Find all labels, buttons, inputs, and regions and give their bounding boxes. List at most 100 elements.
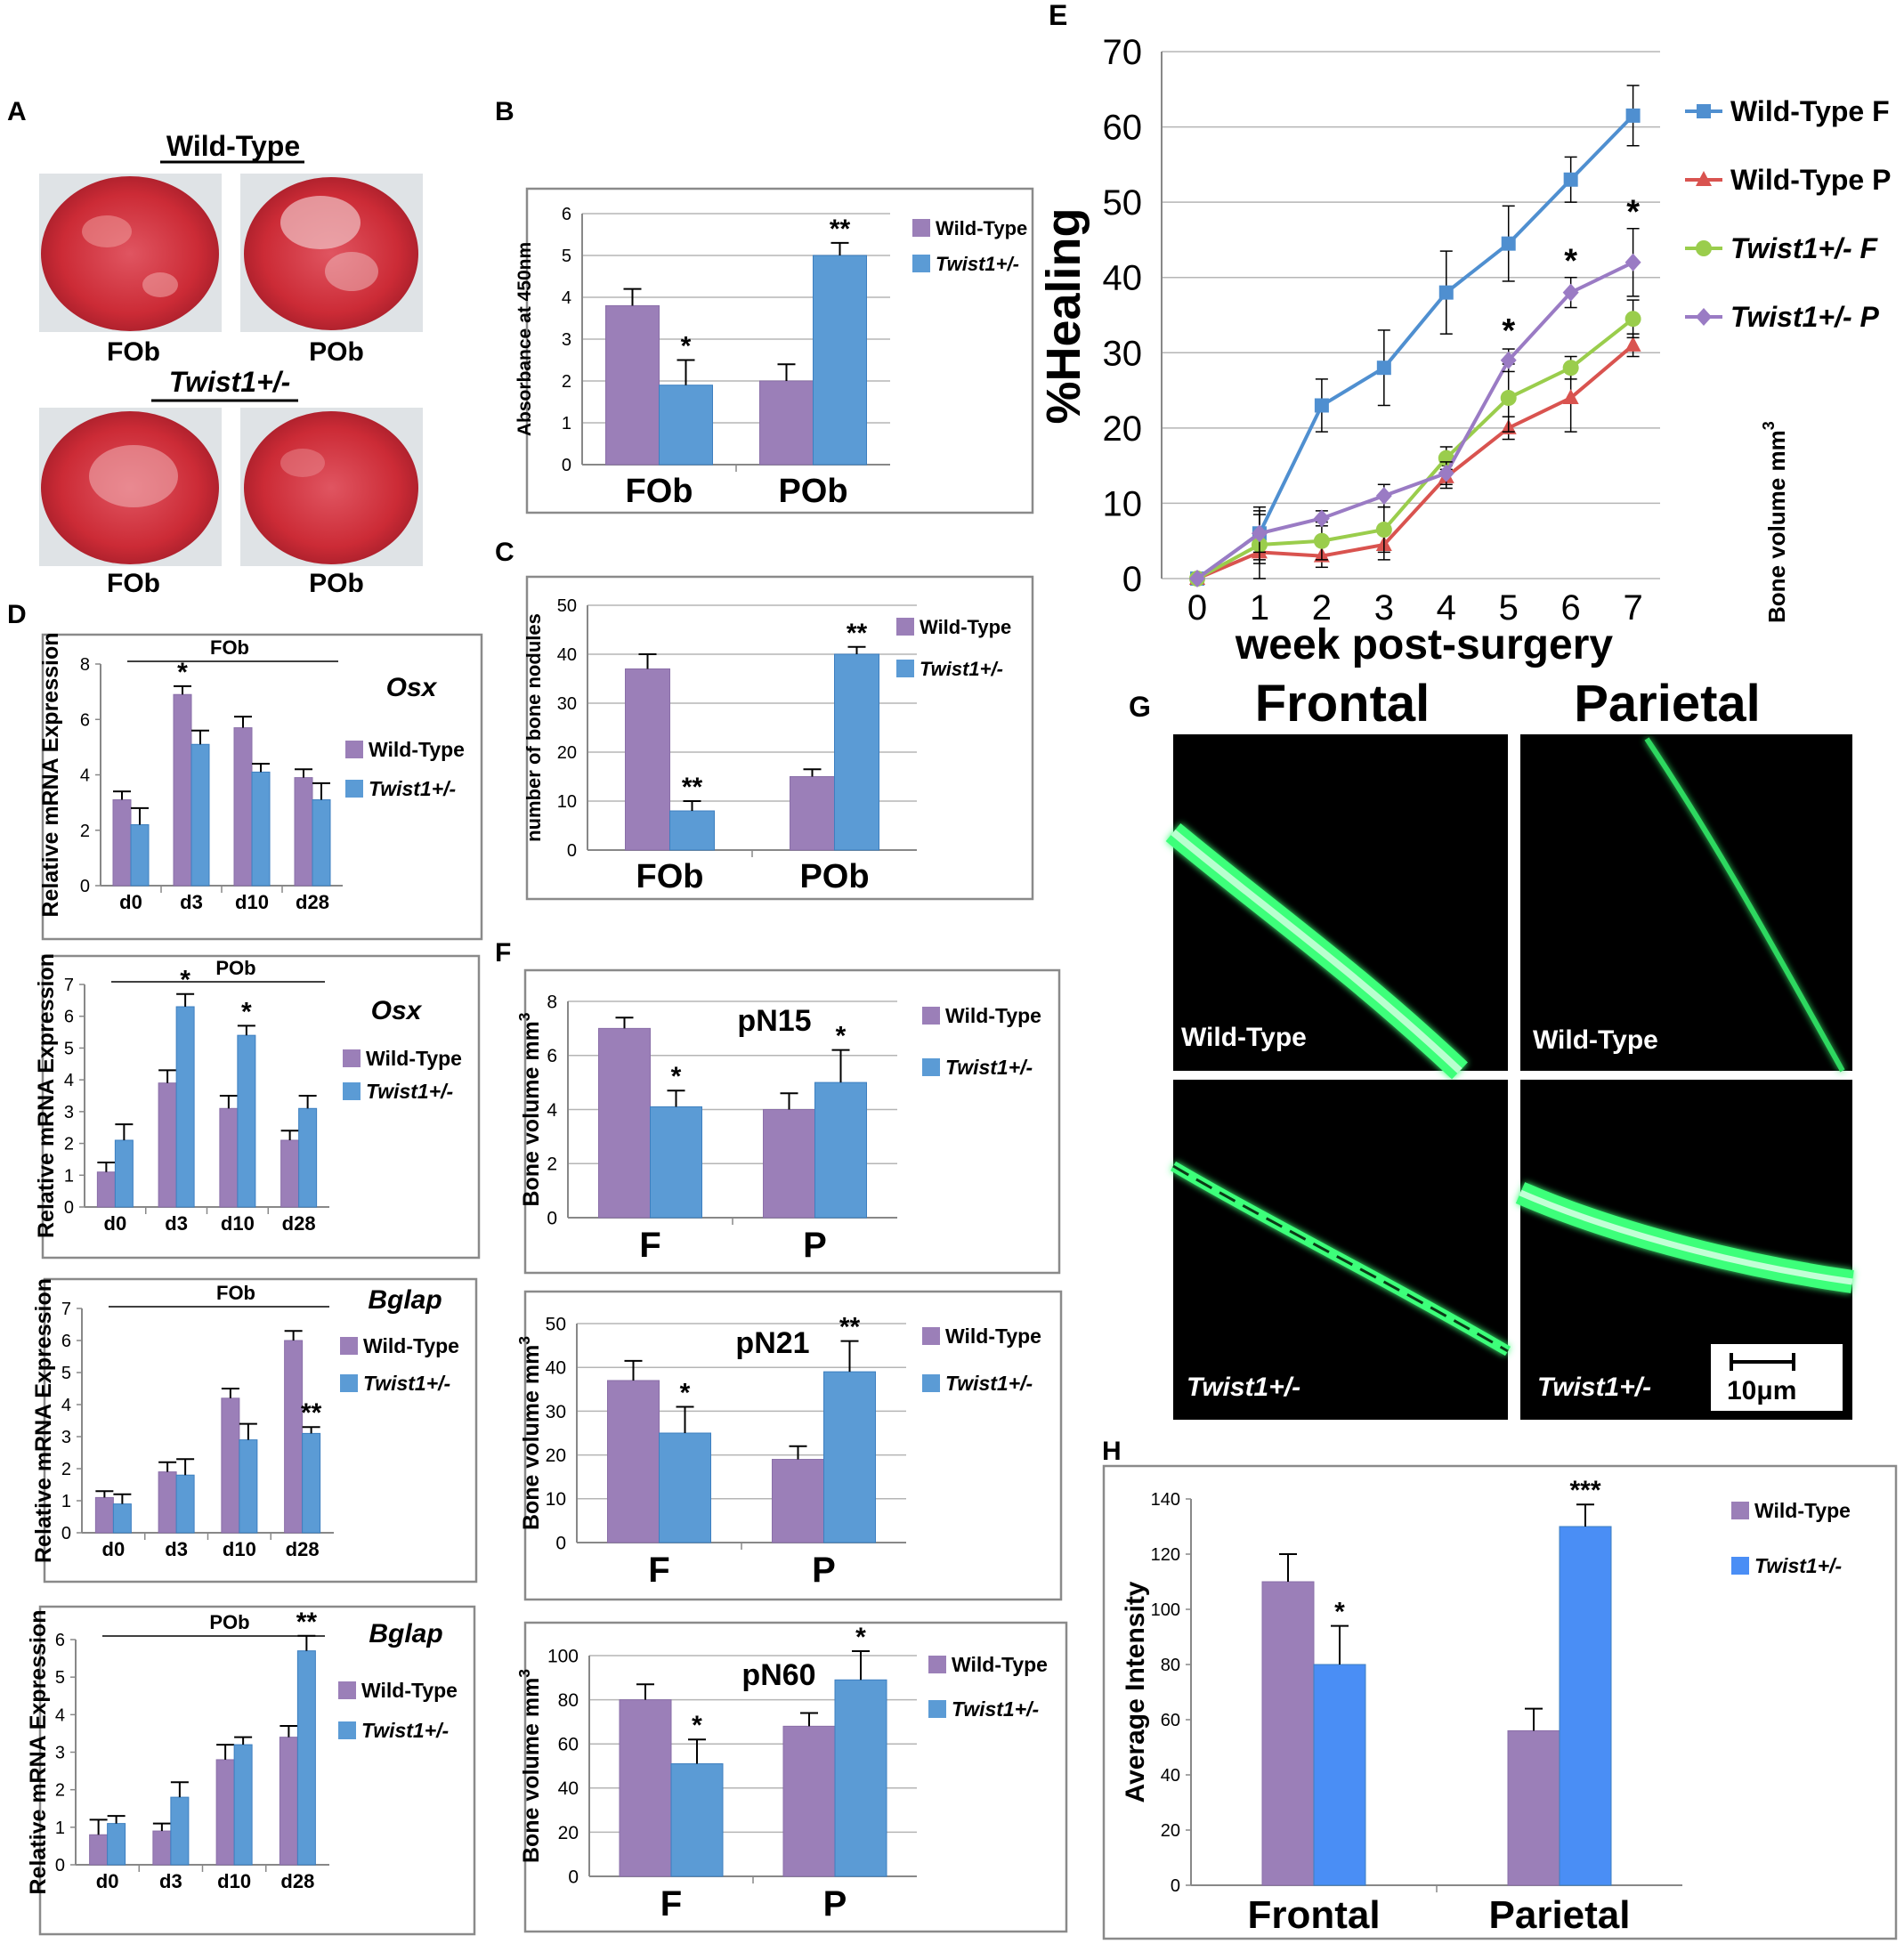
bar-twist1--d3: [190, 743, 210, 887]
legend-label: Twist1+/-: [952, 1697, 1039, 1721]
y-tick-label: 60: [1103, 109, 1143, 148]
chart-frame: [523, 968, 1061, 1275]
y-tick-label: 2: [64, 1135, 74, 1154]
significance-marker: **: [839, 1313, 861, 1342]
bar-twist1--pob: [834, 653, 879, 851]
y-tick-label: 5: [64, 1039, 74, 1058]
bar-wild-type-d28: [294, 777, 313, 887]
y-tick-label: 140: [1151, 1490, 1180, 1510]
bar-twist1--fob: [659, 385, 713, 466]
panel-a-twist-title: Twist1+/-: [169, 366, 291, 398]
data-point: [1625, 108, 1641, 123]
data-point: [1313, 532, 1330, 549]
x-tick-label: 5: [1499, 588, 1519, 628]
chart-d-bglap-pob: 0 1 2 3 4 5 6 d0 d3 d10 ** d28 Relative mRNA Express…: [26, 1605, 476, 1936]
y-tick-label: 50: [546, 1314, 566, 1334]
legend-swatch: [928, 1700, 946, 1718]
category-label: d28: [280, 1870, 314, 1892]
category-label: d3: [180, 891, 203, 913]
dish-label-pob-1: POb: [309, 337, 364, 367]
data-point: [1563, 172, 1578, 187]
panel-letter-d1: D: [7, 600, 27, 629]
y-axis-label-sup: 3: [515, 1336, 533, 1345]
y-tick-label: 50: [1103, 183, 1143, 223]
panel-letter-h: H: [1102, 1437, 1122, 1466]
legend-swatch: [922, 1058, 940, 1076]
y-tick-label: 10: [557, 792, 577, 812]
bar-twist1--frontal: [1313, 1664, 1366, 1886]
y-axis-label: Relative mRNA Expression: [38, 632, 63, 917]
bar-wild-type-d10: [215, 1759, 235, 1866]
significance-marker: **: [301, 1398, 322, 1428]
panel-letter-b: B: [495, 97, 514, 126]
y-axis-label-text: Relative mRNA Expression: [34, 953, 59, 1238]
panel-letter-g: G: [1129, 691, 1151, 723]
y-tick-label: 20: [558, 1823, 579, 1843]
category-label: Parietal: [1489, 1893, 1631, 1937]
chart-title: POb: [215, 957, 255, 979]
y-tick-label: 5: [562, 247, 571, 266]
legend-swatch: [345, 780, 363, 798]
y-tick-label: 0: [562, 456, 571, 475]
data-point: [1376, 360, 1391, 376]
category-label: d10: [221, 1212, 255, 1235]
legend-label: Wild-Type P: [1730, 164, 1891, 196]
bar-twist1--d10: [233, 1744, 253, 1866]
dish-wt-fob: [39, 174, 222, 332]
legend-label: Wild-Type: [363, 1334, 459, 1357]
legend-label: Twist1+/-: [1754, 1554, 1842, 1577]
chart-title: FOb: [216, 1282, 255, 1304]
y-tick-label: 20: [557, 743, 577, 763]
significance-marker: *: [836, 1022, 847, 1051]
bar-twist1--pob: [813, 255, 867, 466]
bar-wild-type-fob: [605, 304, 660, 466]
significance-marker: **: [847, 619, 868, 648]
y-tick-label: 0: [61, 1524, 71, 1543]
category-label: F: [660, 1884, 682, 1924]
y-tick-label: 40: [557, 645, 577, 665]
bar-twist1--p: [834, 1679, 887, 1877]
y-tick-label: 20: [546, 1446, 566, 1466]
chart-title: FOb: [210, 636, 249, 659]
y-tick-label: 0: [80, 877, 90, 896]
bar-wild-type-d28: [280, 1139, 300, 1208]
bar-wild-type-frontal: [1261, 1581, 1315, 1886]
x-tick-label: 1: [1250, 588, 1269, 628]
bar-wild-type-f: [607, 1380, 660, 1543]
bar-twist1--d0: [112, 1503, 132, 1534]
category-label: d0: [102, 1538, 126, 1560]
img-label-tw-frontal: Twist1+/-: [1187, 1373, 1300, 1402]
chart-h-intensity: H 0 20 40 60 80 100 120 140 * Frontal *** Parietal Av…: [1102, 1437, 1898, 1940]
bar-wild-type-pob: [759, 380, 814, 466]
data-point: [1375, 522, 1392, 539]
y-tick-label: 6: [55, 1631, 65, 1650]
bar-wild-type-d28: [279, 1737, 298, 1866]
gene-label: Osx: [371, 996, 423, 1025]
category-label: P: [812, 1551, 836, 1590]
category-label: d3: [165, 1538, 188, 1560]
y-tick-label: 0: [55, 1856, 65, 1875]
bar-wild-type-pob: [790, 776, 835, 851]
data-point: [1500, 390, 1517, 407]
legend-label: Twist1+/-: [936, 253, 1019, 275]
y-tick-label: 0: [567, 841, 577, 861]
y-tick-label: 0: [555, 1533, 566, 1553]
data-point: [1438, 464, 1454, 482]
y-axis-label: Relative mRNA Expression: [26, 1609, 51, 1894]
y-tick-label: 7: [61, 1300, 71, 1319]
y-axis-label-text: Average Intensity: [1121, 1581, 1150, 1802]
category-label: d28: [296, 891, 329, 913]
x-tick-label: 6: [1561, 588, 1581, 628]
chart-frame: [523, 1621, 1068, 1933]
y-axis-label-text: Bone volume mm: [519, 1021, 544, 1206]
y-tick-label: 40: [1103, 259, 1143, 298]
chart-frame: [525, 187, 1034, 514]
data-point: [1624, 253, 1641, 271]
bar-wild-type-d0: [94, 1496, 114, 1534]
y-tick-label: 3: [61, 1428, 71, 1447]
y-tick-label: 1: [562, 414, 571, 433]
bar-wild-type-d3: [173, 693, 192, 887]
bar-twist1--f: [659, 1432, 711, 1543]
panel-letter-c: C: [495, 538, 514, 567]
y-tick-label: 30: [557, 694, 577, 714]
